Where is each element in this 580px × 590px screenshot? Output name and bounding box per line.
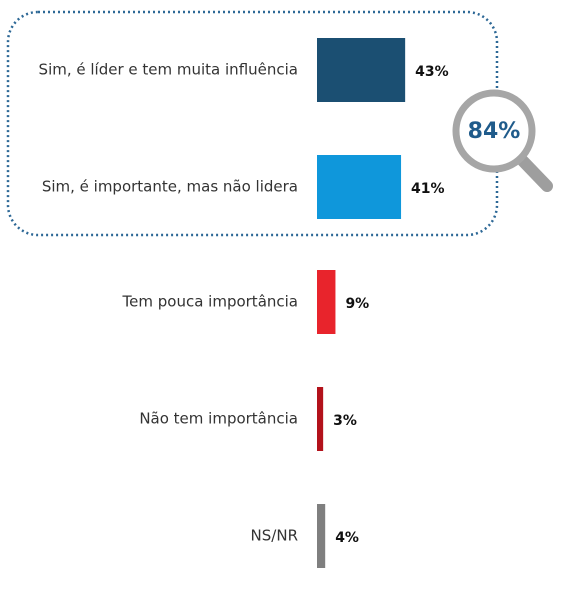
- category-label: Tem pouca importância: [122, 293, 298, 311]
- value-label: 9%: [345, 296, 369, 312]
- highlight-box: [6, 10, 499, 237]
- category-label: Não tem importância: [139, 410, 298, 428]
- bar: [317, 38, 406, 102]
- value-label: 41%: [411, 181, 445, 197]
- magnifier: [452, 89, 536, 173]
- annotation: 84%: [468, 119, 521, 144]
- magnifier-handle: [516, 154, 553, 192]
- category-label: NS/NR: [251, 527, 298, 545]
- category-label: Sim, é importante, mas não lidera: [42, 178, 298, 196]
- category-label: Sim, é líder e tem muita influência: [39, 61, 298, 79]
- value-label: 43%: [415, 64, 449, 80]
- bar: [317, 155, 402, 219]
- bar: [317, 270, 336, 334]
- bar: [317, 504, 326, 568]
- value-label: 4%: [335, 530, 359, 546]
- value-label: 3%: [333, 413, 357, 429]
- bar: [317, 387, 324, 451]
